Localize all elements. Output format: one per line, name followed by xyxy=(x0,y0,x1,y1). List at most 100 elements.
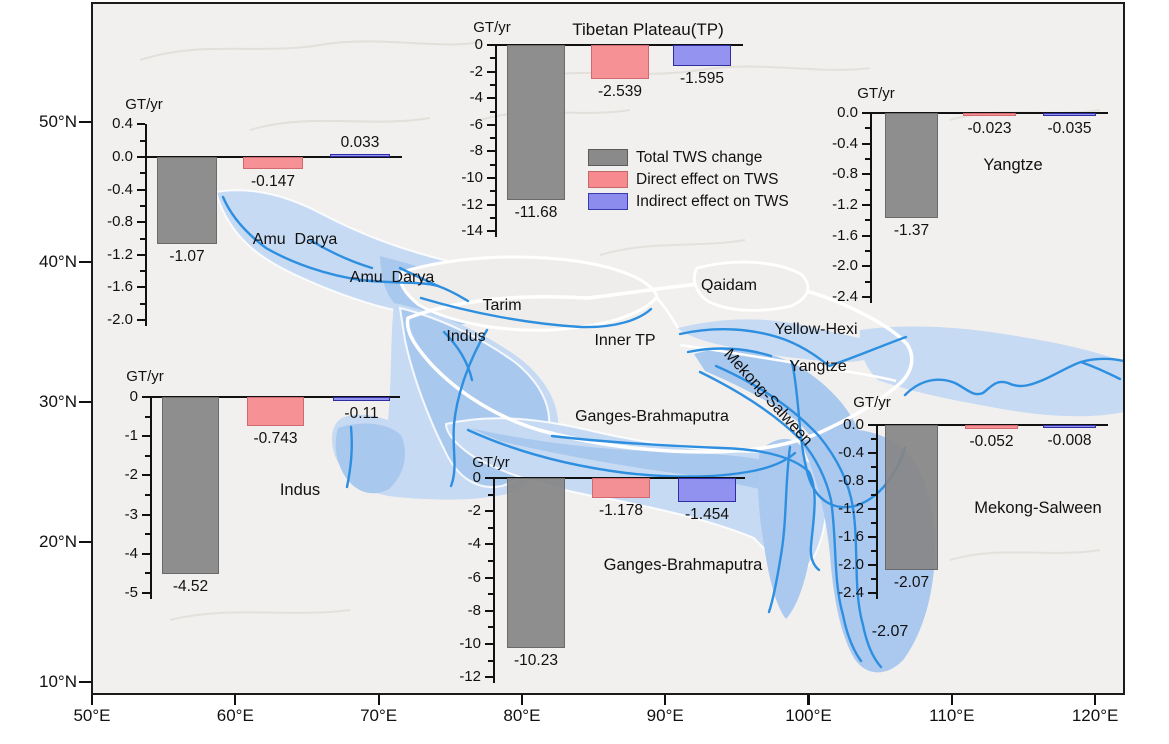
bar-amu-total xyxy=(157,157,217,245)
tick-label-mekong-3: -1.2 xyxy=(838,500,864,517)
minor-tick-yangtze-0 xyxy=(864,127,870,130)
tarim-basin xyxy=(398,255,659,332)
value-label-indus-total: -4.52 xyxy=(172,578,209,596)
bar-gb-indirect xyxy=(678,478,736,503)
tick-mekong-5 xyxy=(867,563,876,567)
value-label-mekong-total: -2.07 xyxy=(893,573,930,591)
tick-tp-1 xyxy=(486,70,495,73)
tick-amu-1 xyxy=(136,155,145,159)
lat-tick-label-0: 50°N xyxy=(39,112,77,131)
legend-label-indirect: Indirect effect on TWS xyxy=(636,193,789,210)
minor-tick-tp-6 xyxy=(489,216,495,219)
tick-amu-3 xyxy=(136,221,145,224)
lon-tick-label-0: 50°E xyxy=(73,706,111,725)
value-label-yangtze-direct: -0.023 xyxy=(967,120,1012,138)
brahmaputra-river xyxy=(550,434,821,572)
tick-tp-3 xyxy=(486,123,495,126)
zero-line-tp xyxy=(494,43,743,47)
tick-label-tp-6: -12 xyxy=(461,195,483,213)
tick-label-indus-4: -4 xyxy=(124,544,138,562)
lon-tick-3 xyxy=(520,695,523,705)
value-label-yangtze-total: -1.37 xyxy=(893,222,930,240)
tick-mekong-2 xyxy=(867,479,876,483)
inner-basin-dividers xyxy=(655,296,897,383)
tick-tp-0 xyxy=(486,43,495,47)
bar-tp-direct xyxy=(591,45,649,79)
lat-tick-label-1: 40°N xyxy=(39,252,77,271)
zero-line-gb xyxy=(492,476,745,480)
minor-tick-tp-4 xyxy=(489,163,495,166)
value-label-gb-total: -10.23 xyxy=(514,651,558,669)
tick-label-mekong-2: -0.8 xyxy=(838,472,864,489)
lat-tick-2 xyxy=(79,400,92,404)
tick-gb-2 xyxy=(484,543,493,546)
chart-title-tp: Tibetan Plateau(TP) xyxy=(572,20,724,39)
minor-tick-mekong-3 xyxy=(870,522,876,524)
tick-amu-6 xyxy=(136,318,145,322)
map-label-amu-darya-1: Amu Darya xyxy=(252,231,338,248)
axis-indus xyxy=(149,397,152,599)
ganges-river xyxy=(466,428,797,478)
tick-tp-5 xyxy=(486,176,495,180)
axis-mekong xyxy=(875,425,878,599)
tick-indus-0 xyxy=(141,395,150,399)
yangtze-basin xyxy=(859,326,1124,417)
lat-tick-label-2: 30°N xyxy=(39,392,77,411)
bar-mekong-total xyxy=(885,425,938,570)
unit-label-amu: GT/yr xyxy=(125,96,163,113)
lat-tick-label-3: 20°N xyxy=(39,532,77,551)
indus-river xyxy=(449,328,489,488)
tick-tp-4 xyxy=(486,150,495,153)
value-label-indus-direct: -0.743 xyxy=(253,430,298,448)
map-label-yangtze: Yangtze xyxy=(789,358,847,375)
zero-line-yangtze xyxy=(869,111,1108,115)
tick-label-tp-3: -6 xyxy=(469,115,483,133)
value-label-tp-indirect: -1.595 xyxy=(680,70,724,88)
minor-tick-amu-2 xyxy=(139,204,145,207)
bar-yangtze-direct xyxy=(963,113,1016,117)
tick-label-indus-3: -3 xyxy=(124,505,138,523)
tarim-river xyxy=(419,296,653,329)
bar-yangtze-total xyxy=(885,113,938,219)
axis-amu xyxy=(144,124,147,326)
tick-tp-6 xyxy=(486,203,495,206)
yellow-river-branch xyxy=(686,347,773,358)
zero-line-indus xyxy=(149,395,400,399)
unit-label-gb: GT/yr xyxy=(472,454,510,471)
tick-label-yangtze-5: -2.0 xyxy=(832,257,858,275)
tick-label-tp-7: -14 xyxy=(461,222,483,240)
tick-amu-0 xyxy=(136,123,145,126)
bar-amu-direct xyxy=(243,157,303,169)
lon-tick-7 xyxy=(1094,695,1097,705)
lat-tick-1 xyxy=(79,260,92,264)
minor-tick-mekong-1 xyxy=(870,466,876,468)
value-label-gb-direct: -1.178 xyxy=(599,501,643,519)
minor-tick-gb-1 xyxy=(487,526,493,529)
tick-yangtze-3 xyxy=(861,203,870,207)
salween-river xyxy=(698,370,863,663)
bar-mekong-indirect xyxy=(1043,425,1096,429)
upper-yangtze-river xyxy=(790,360,907,509)
tick-label-yangtze-3: -1.2 xyxy=(832,196,858,214)
axis-gb xyxy=(492,478,495,684)
tick-label-indus-5: -5 xyxy=(124,584,138,601)
tibetan-plateau-boundary xyxy=(405,279,914,454)
lon-tick-label-5: 100°E xyxy=(785,706,832,725)
amu-darya-river xyxy=(221,195,470,303)
bar-gb-direct xyxy=(592,478,650,498)
tick-label-indus-0: 0 xyxy=(129,388,138,405)
tick-mekong-3 xyxy=(867,507,876,511)
chart-name-gb: Ganges-Brahmaputra xyxy=(603,556,763,574)
minor-tick-yangtze-4 xyxy=(864,250,870,253)
tick-label-mekong-0: 0.0 xyxy=(843,416,864,433)
map-label-amu-darya-2: Amu Darya xyxy=(349,269,435,286)
minor-tick-indus-4 xyxy=(144,572,150,575)
map-label-ganges-brahmaputra: Ganges-Brahmaputra xyxy=(575,408,729,425)
zero-line-amu xyxy=(144,155,402,159)
minor-tick-tp-2 xyxy=(489,110,495,113)
unit-label-yangtze: GT/yr xyxy=(857,85,895,102)
value-label-amu-total: -1.07 xyxy=(169,248,205,266)
amu-darya-tributary-2 xyxy=(308,238,374,270)
tick-label-mekong-1: -0.4 xyxy=(838,444,864,461)
